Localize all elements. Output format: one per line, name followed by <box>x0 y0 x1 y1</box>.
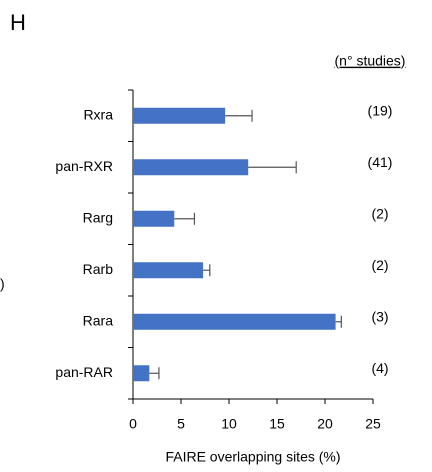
annotation: (2) <box>371 257 388 273</box>
x-tick-label: 0 <box>129 416 137 432</box>
x-tick-label: 5 <box>177 416 185 432</box>
annotation-header: (n° studies) <box>335 53 406 69</box>
annotation: (19) <box>368 102 393 118</box>
y-tick-label: Rxra <box>83 106 113 122</box>
annotation: (41) <box>368 154 393 170</box>
x-tick-label: 25 <box>365 416 381 432</box>
y-tick-label: Rara <box>83 312 114 328</box>
annotation: (4) <box>371 360 388 376</box>
panel-label: H <box>10 10 26 35</box>
bar <box>133 159 249 176</box>
bar <box>133 262 204 279</box>
bar <box>133 313 336 330</box>
y-tick-label: Rarg <box>83 209 113 225</box>
bar <box>133 210 175 227</box>
edge-text: ) <box>0 276 5 292</box>
x-tick-label: 20 <box>317 416 333 432</box>
y-tick-label: pan-RAR <box>55 364 113 380</box>
x-axis-label: FAIRE overlapping sites (%) <box>165 449 340 465</box>
x-tick-label: 10 <box>221 416 237 432</box>
bar <box>133 107 226 124</box>
y-tick-label: pan-RXR <box>55 158 113 174</box>
y-tick-label: Rarb <box>83 261 114 277</box>
annotation: (3) <box>371 308 388 324</box>
bar <box>133 365 150 382</box>
annotation: (2) <box>371 205 388 221</box>
x-tick-label: 15 <box>269 416 285 432</box>
